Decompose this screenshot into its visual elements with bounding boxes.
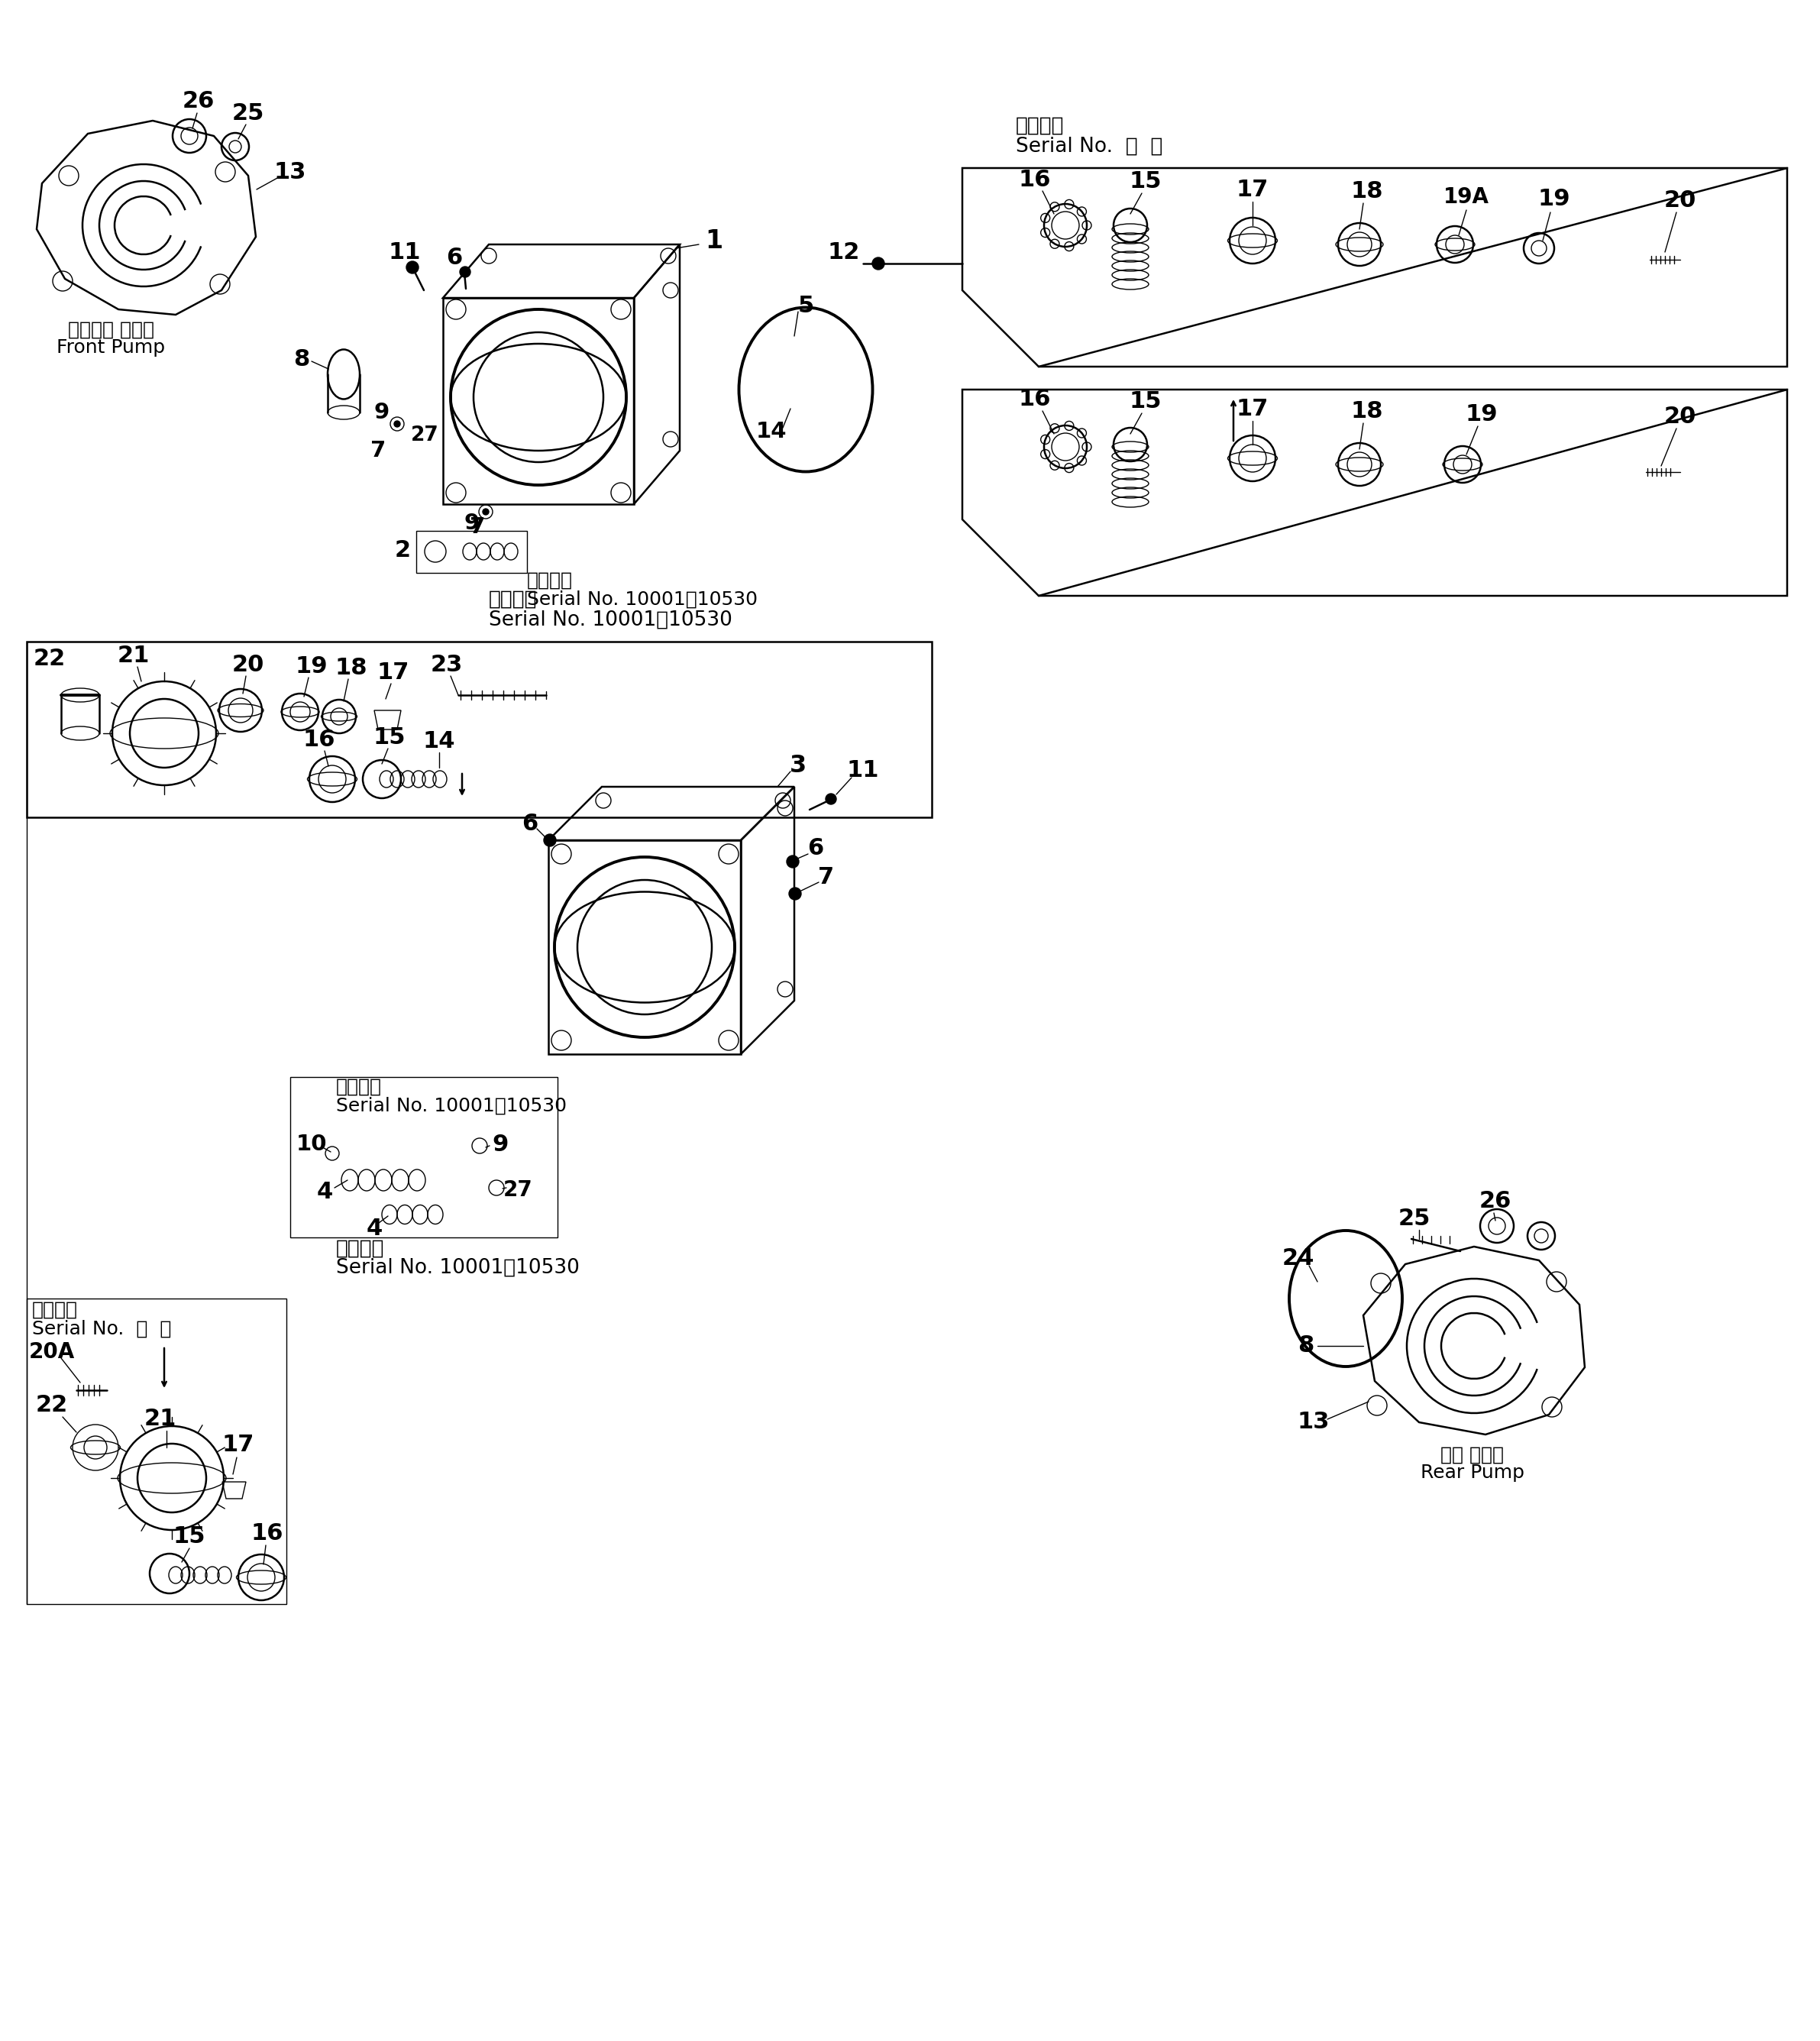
Text: 15: 15 bbox=[1130, 169, 1161, 192]
Text: 21: 21 bbox=[144, 1408, 177, 1431]
Text: 9: 9 bbox=[491, 1133, 508, 1155]
Text: 18: 18 bbox=[1350, 400, 1383, 422]
Circle shape bbox=[826, 794, 837, 804]
Text: Serial No. 10001～10530: Serial No. 10001～10530 bbox=[337, 1257, 579, 1278]
Text: 25: 25 bbox=[1398, 1208, 1431, 1229]
Circle shape bbox=[786, 855, 799, 867]
Text: 20: 20 bbox=[1663, 190, 1696, 210]
Circle shape bbox=[460, 267, 470, 278]
Text: 6: 6 bbox=[446, 247, 462, 269]
Text: Rear Pump: Rear Pump bbox=[1421, 1463, 1525, 1482]
Text: 12: 12 bbox=[828, 241, 861, 263]
Text: 15: 15 bbox=[1130, 390, 1161, 412]
Text: 適用号機: 適用号機 bbox=[337, 1078, 382, 1096]
Text: 24: 24 bbox=[1281, 1247, 1314, 1270]
Text: 14: 14 bbox=[755, 420, 786, 443]
Text: 6: 6 bbox=[808, 837, 824, 859]
Text: 25: 25 bbox=[231, 102, 264, 125]
Text: 19: 19 bbox=[1465, 402, 1498, 425]
Text: 14: 14 bbox=[422, 731, 455, 751]
Text: 17: 17 bbox=[1236, 398, 1269, 420]
Text: 5: 5 bbox=[797, 294, 814, 316]
Circle shape bbox=[544, 835, 555, 847]
Text: 26: 26 bbox=[1480, 1190, 1512, 1212]
Text: 13: 13 bbox=[275, 161, 306, 184]
Text: Serial No. 10001～10530: Serial No. 10001～10530 bbox=[337, 1096, 566, 1114]
Text: 20: 20 bbox=[1663, 406, 1696, 427]
Text: 適用号機: 適用号機 bbox=[1016, 116, 1065, 137]
Text: 適用号機: 適用号機 bbox=[528, 571, 573, 590]
Text: 1: 1 bbox=[706, 229, 723, 253]
Text: 9: 9 bbox=[375, 402, 389, 422]
Text: 15: 15 bbox=[173, 1527, 206, 1547]
Text: 26: 26 bbox=[182, 90, 215, 112]
Text: 17: 17 bbox=[222, 1435, 255, 1457]
Text: Serial No.  ・  ～: Serial No. ・ ～ bbox=[33, 1321, 171, 1339]
Text: 27: 27 bbox=[411, 425, 439, 445]
Text: 2: 2 bbox=[395, 539, 411, 561]
Text: 17: 17 bbox=[1236, 178, 1269, 200]
Circle shape bbox=[395, 420, 400, 427]
Text: 4: 4 bbox=[366, 1216, 382, 1239]
Circle shape bbox=[872, 257, 885, 269]
Text: 8: 8 bbox=[1298, 1335, 1314, 1357]
Text: 9: 9 bbox=[464, 512, 480, 535]
Text: Serial No.  ・  ～: Serial No. ・ ～ bbox=[1016, 137, 1163, 157]
Text: 22: 22 bbox=[36, 1394, 67, 1416]
Text: 16: 16 bbox=[1019, 169, 1052, 190]
Text: 19: 19 bbox=[1538, 188, 1571, 210]
Text: 16: 16 bbox=[1019, 388, 1052, 410]
Text: 3: 3 bbox=[790, 753, 806, 778]
Text: 23: 23 bbox=[431, 653, 462, 676]
Text: フロント ポンプ: フロント ポンプ bbox=[67, 320, 155, 339]
Text: 20: 20 bbox=[231, 653, 264, 676]
Text: 16: 16 bbox=[251, 1523, 284, 1545]
Text: 適用号機: 適用号機 bbox=[490, 590, 537, 610]
Text: 15: 15 bbox=[373, 727, 406, 749]
Text: 6: 6 bbox=[522, 812, 539, 835]
Text: 19: 19 bbox=[295, 655, 328, 678]
Text: Serial No. 10001～10530: Serial No. 10001～10530 bbox=[528, 590, 757, 608]
Text: 適用号機: 適用号機 bbox=[337, 1239, 384, 1259]
Text: 18: 18 bbox=[1350, 180, 1383, 202]
Text: 27: 27 bbox=[502, 1180, 533, 1200]
Text: 7: 7 bbox=[819, 865, 834, 888]
Text: 11: 11 bbox=[388, 241, 420, 263]
Text: 20A: 20A bbox=[29, 1341, 75, 1363]
Text: 22: 22 bbox=[33, 647, 66, 669]
Circle shape bbox=[406, 261, 419, 273]
Text: 7: 7 bbox=[369, 441, 386, 461]
Text: 7: 7 bbox=[470, 516, 486, 537]
Circle shape bbox=[788, 888, 801, 900]
Text: 18: 18 bbox=[335, 657, 368, 680]
Text: 16: 16 bbox=[302, 729, 335, 751]
Text: 8: 8 bbox=[293, 347, 309, 369]
Text: 適用号機: 適用号機 bbox=[33, 1300, 78, 1318]
Text: Front Pump: Front Pump bbox=[56, 339, 166, 357]
Text: 11: 11 bbox=[846, 759, 879, 782]
Text: 17: 17 bbox=[377, 661, 410, 684]
Text: 21: 21 bbox=[118, 645, 149, 667]
Circle shape bbox=[482, 508, 490, 514]
Text: Serial No. 10001～10530: Serial No. 10001～10530 bbox=[490, 610, 732, 631]
Text: 19A: 19A bbox=[1443, 186, 1489, 208]
Text: 13: 13 bbox=[1298, 1410, 1330, 1433]
Text: 10: 10 bbox=[297, 1133, 328, 1155]
Text: 4: 4 bbox=[317, 1180, 333, 1202]
Text: リヤ ポンプ: リヤ ポンプ bbox=[1441, 1445, 1503, 1463]
